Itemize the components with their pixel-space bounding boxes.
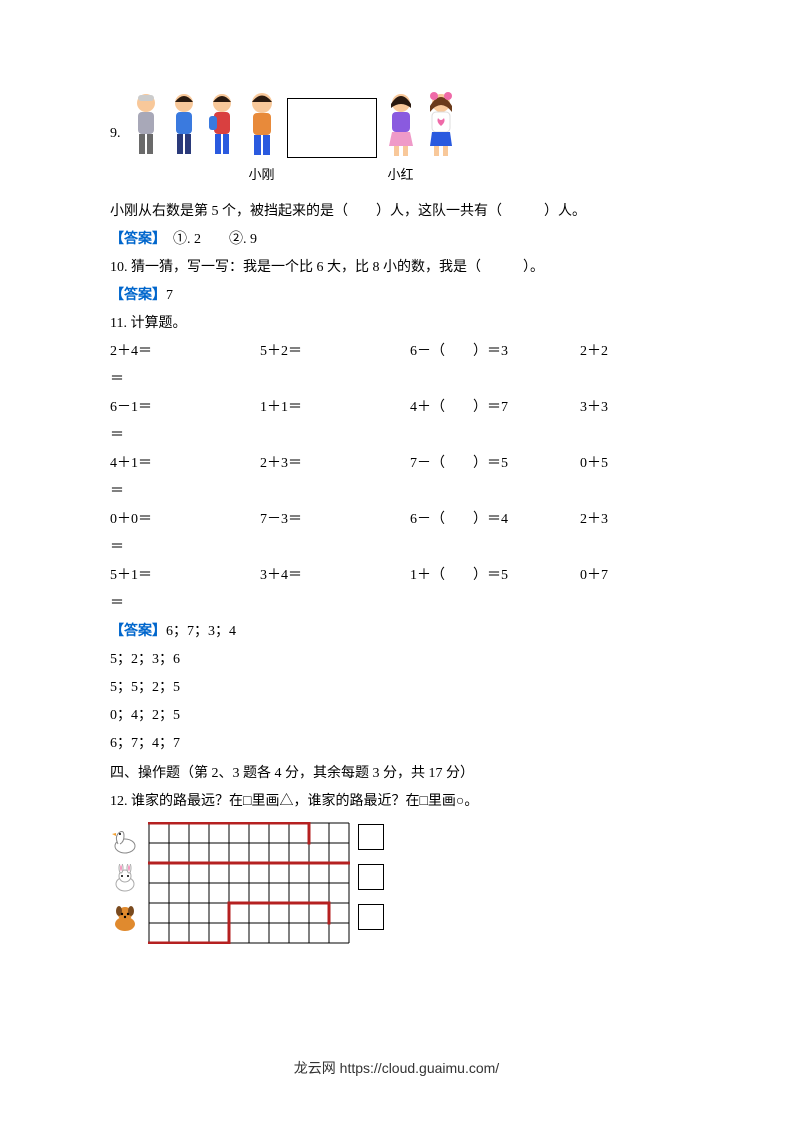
q9-text: 小刚从右数是第 5 个，被挡起来的是（ ）人，这队一共有（ ）人。 <box>110 198 683 226</box>
calc-cell: 4＋1＝ <box>110 450 260 478</box>
calc-cell: 2＋2 <box>580 338 680 366</box>
answer-boxes <box>358 824 384 930</box>
calc-cell: 2＋3＝ <box>260 450 410 478</box>
calc-cell: 0＋0＝ <box>110 506 260 534</box>
hidden-box <box>287 98 377 158</box>
calc-cell: 5＋1＝ <box>110 562 260 590</box>
q11-answer-4: 0；4；2；5 <box>110 702 683 730</box>
q11-title: 11. 计算题。 <box>110 310 683 338</box>
label-xiaogang: 小刚 <box>248 162 274 178</box>
path-grid <box>148 822 350 944</box>
child-1 <box>129 90 163 178</box>
q12-text: 12. 谁家的路最远？在□里画△，谁家的路最近？在□里画○。 <box>110 788 683 816</box>
q11-answer-5: 6；7；4；7 <box>110 730 683 758</box>
q10-text: 10. 猜一猜，写一写：我是一个比 6 大，比 8 小的数，我是（ ）。 <box>110 254 683 282</box>
q9-number: 9. <box>110 120 121 148</box>
child-2 <box>167 90 201 178</box>
label-xiaohong: 小红 <box>387 162 413 178</box>
calc-cell: 3＋4＝ <box>260 562 410 590</box>
answer-box-3 <box>358 904 384 930</box>
answer-box-1 <box>358 824 384 850</box>
dog-icon <box>110 902 140 934</box>
calc-cell: 5＋2＝ <box>260 338 410 366</box>
q10-answer: 【答案】7 <box>110 282 683 310</box>
animals-column <box>110 826 140 934</box>
calc-cell: 0＋7 <box>580 562 680 590</box>
child-xiaohong: 小红 <box>383 90 419 178</box>
calc-cell: 1＋（ ）＝5 <box>410 562 580 590</box>
child-icon <box>423 90 459 160</box>
child-3 <box>205 90 239 178</box>
q11-answer-1: 【答案】6；7；3；4 <box>110 618 683 646</box>
goose-icon <box>110 826 140 856</box>
section4-title: 四、操作题（第 2、3 题各 4 分，其余每题 3 分，共 17 分） <box>110 760 683 788</box>
calc-cont: ＝ <box>110 366 680 394</box>
calc-cell: 6－（ ）＝4 <box>410 506 580 534</box>
calc-cell: 4＋（ ）＝7 <box>410 394 580 422</box>
calc-cell: 0＋5 <box>580 450 680 478</box>
q11-answer-3: 5；5；2；5 <box>110 674 683 702</box>
calc-cell: 7－（ ）＝5 <box>410 450 580 478</box>
calc-cell: 2＋3 <box>580 506 680 534</box>
child-icon <box>205 90 239 160</box>
q12-figure <box>110 822 683 944</box>
child-icon <box>383 90 419 160</box>
child-icon <box>167 90 201 160</box>
q11-answer-2: 5；2；3；6 <box>110 646 683 674</box>
child-icon <box>129 90 163 160</box>
page-footer: 龙云网 https://cloud.guaimu.com/ <box>0 1054 793 1082</box>
calc-cont: ＝ <box>110 590 680 618</box>
calc-cell: 6－1＝ <box>110 394 260 422</box>
q9-figure: 9. <box>110 90 683 178</box>
calc-cell: 3＋3 <box>580 394 680 422</box>
calc-cell: 7－3＝ <box>260 506 410 534</box>
calc-cont: ＝ <box>110 422 680 450</box>
answer-box-2 <box>358 864 384 890</box>
calc-cont: ＝ <box>110 478 680 506</box>
calc-cell: 2＋4＝ <box>110 338 260 366</box>
child-last <box>423 90 459 178</box>
calc-cell: 6－（ ）＝3 <box>410 338 580 366</box>
child-icon <box>243 90 281 160</box>
rabbit-icon <box>110 864 140 894</box>
child-xiaogang: 小刚 <box>243 90 281 178</box>
calc-cont: ＝ <box>110 534 680 562</box>
calc-cell: 1＋1＝ <box>260 394 410 422</box>
q9-answer: 【答案】 ①. 2 ②. 9 <box>110 226 683 254</box>
q11-grid: 2＋4＝5＋2＝6－（ ）＝32＋2＝6－1＝1＋1＝4＋（ ）＝73＋3＝4＋… <box>110 338 683 618</box>
